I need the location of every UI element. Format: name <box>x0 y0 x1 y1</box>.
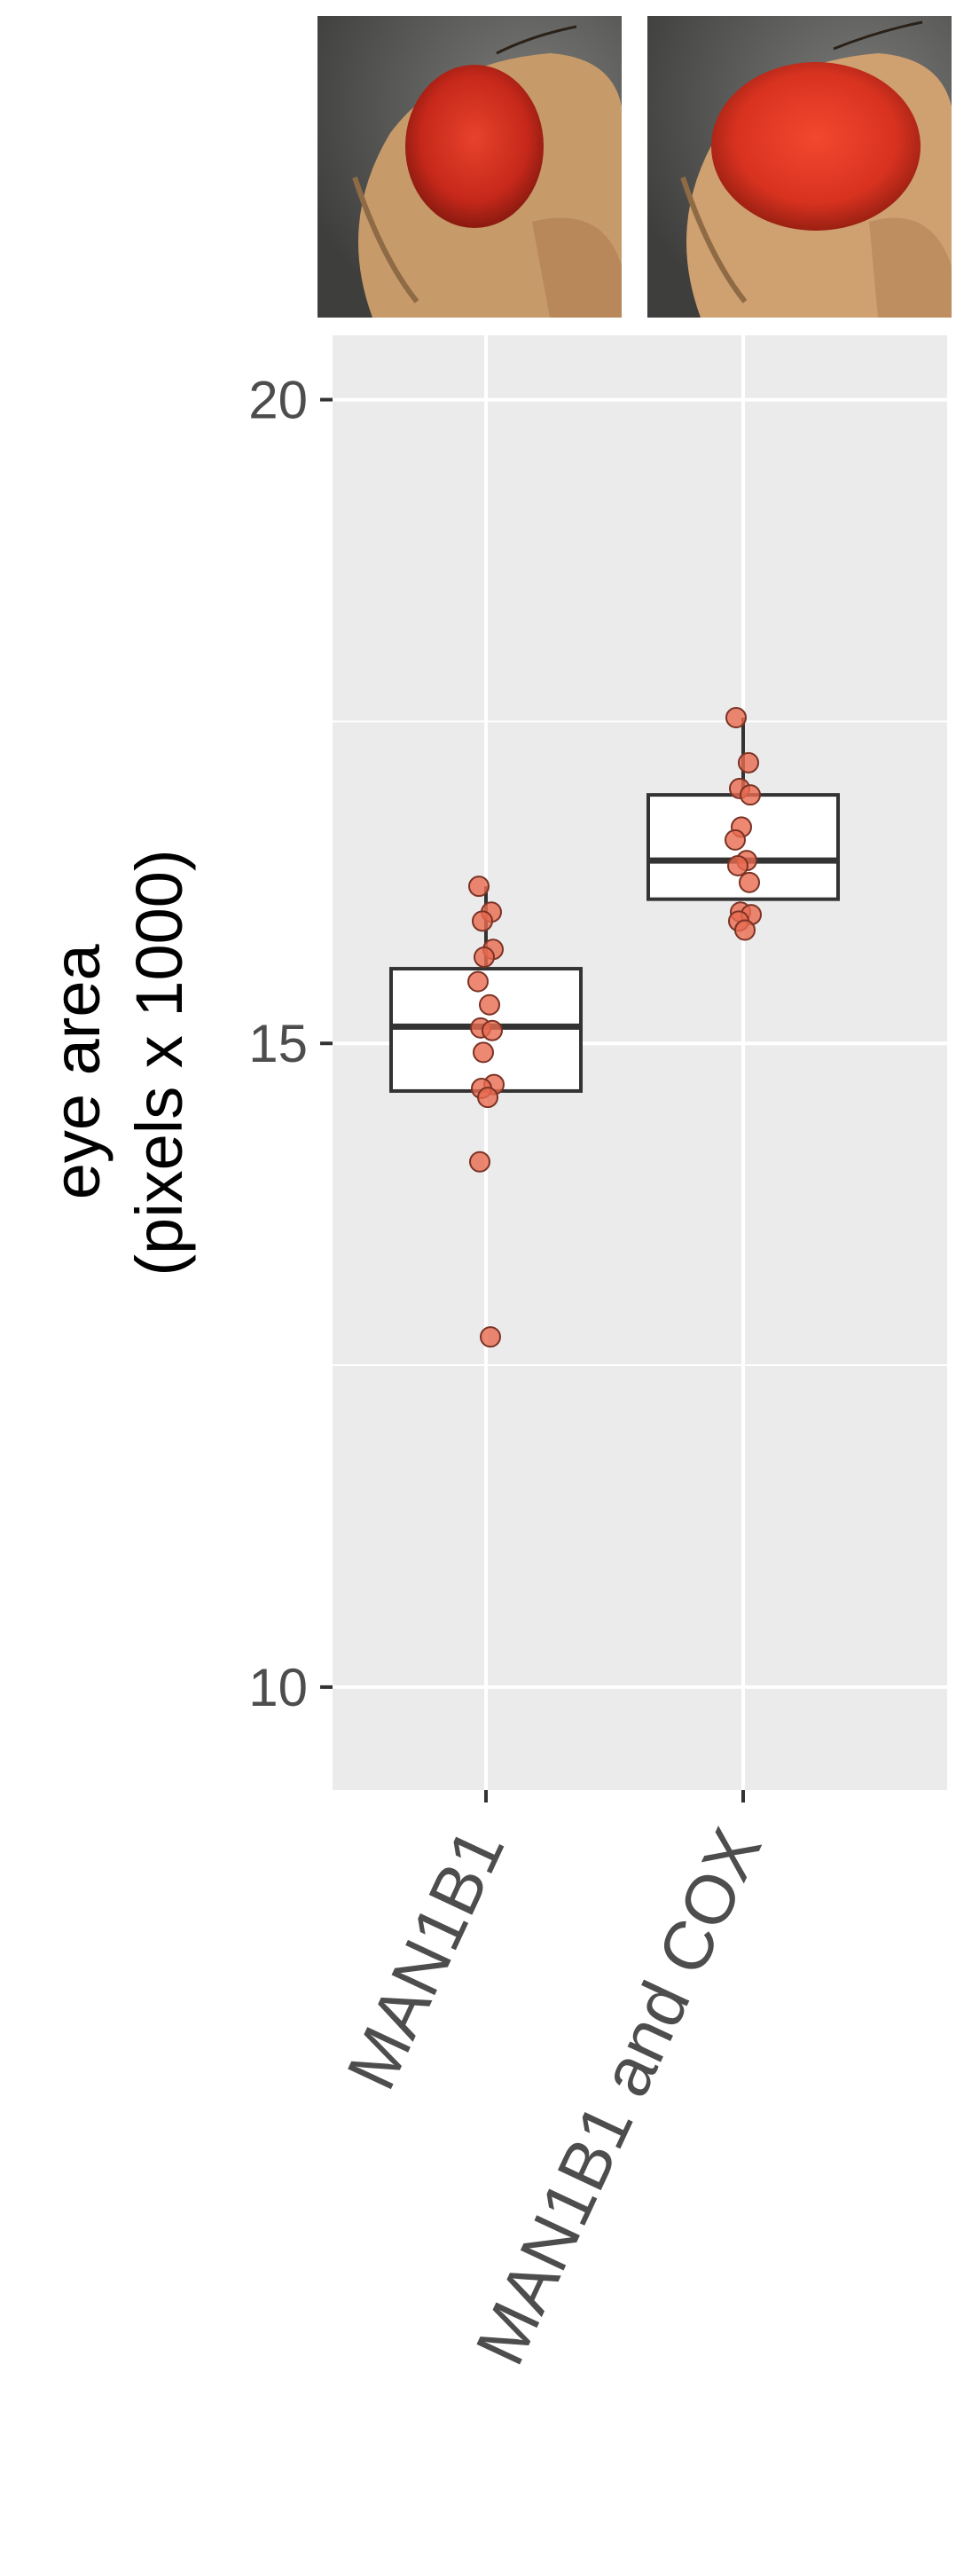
x-category-label: MAN1B1 and COX <box>460 1817 776 2376</box>
data-point <box>727 854 748 876</box>
data-point <box>468 876 490 898</box>
grid-layer <box>333 335 947 1790</box>
point-layer <box>467 707 762 1348</box>
data-point <box>479 993 500 1016</box>
fly-eye-photo-man1b1-and-cox <box>647 16 952 318</box>
data-point <box>472 910 493 932</box>
data-point <box>738 751 759 774</box>
data-point <box>480 1326 501 1348</box>
data-point <box>482 1019 503 1041</box>
y-tick-label: 15 <box>248 1014 308 1073</box>
data-point <box>469 1151 490 1173</box>
data-point <box>477 1087 498 1109</box>
data-point <box>734 919 756 941</box>
x-category-label: MAN1B1 <box>332 1817 520 2101</box>
y-axis-title-line-1: eye area <box>40 943 114 1199</box>
y-tick-label: 10 <box>248 1658 308 1717</box>
data-point <box>740 784 761 806</box>
data-point <box>725 707 747 729</box>
fly-eye-photo-man1b1 <box>317 16 622 318</box>
data-point <box>725 829 746 851</box>
data-point <box>739 871 760 893</box>
y-axis-title: eye area (pixels x 1000) <box>40 849 196 1276</box>
y-axis-title-line-2: (pixels x 1000) <box>122 849 196 1276</box>
data-point <box>467 970 489 993</box>
data-point <box>474 946 495 968</box>
y-tick-label: 20 <box>248 371 308 430</box>
data-point <box>473 1041 494 1064</box>
